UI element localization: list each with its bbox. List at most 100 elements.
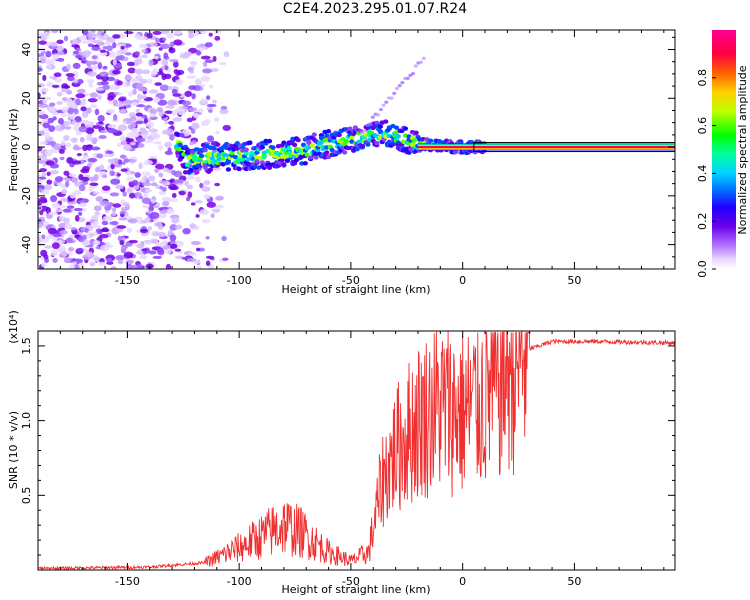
noise-speck [90, 146, 101, 151]
noise-speck [139, 228, 149, 233]
noise-speck [104, 41, 111, 46]
noise-speck [56, 182, 65, 187]
noise-speck [77, 236, 85, 243]
noise-speck [106, 244, 114, 248]
noise-speck [136, 93, 143, 101]
signal-blob [315, 148, 321, 153]
noise-speck [85, 251, 94, 258]
signal-blob [254, 159, 260, 164]
noise-speck [46, 171, 51, 177]
noise-speck [130, 115, 137, 122]
x-tick-label: -150 [115, 575, 140, 588]
noise-speck [59, 230, 69, 235]
noise-speck [39, 141, 48, 145]
noise-speck [106, 258, 113, 263]
noise-speck [152, 68, 159, 74]
noise-speck [60, 122, 65, 130]
noise-speck [123, 158, 130, 163]
noise-speck [203, 194, 211, 200]
noise-speck [81, 111, 89, 118]
noise-speck [104, 205, 112, 211]
noise-speck [47, 117, 54, 124]
noise-speck [87, 31, 96, 39]
noise-speck [158, 172, 164, 178]
noise-speck [212, 166, 222, 171]
noise-speck [159, 180, 167, 184]
noise-speck [136, 137, 146, 143]
noise-speck [186, 196, 191, 202]
signal-blob [190, 150, 196, 155]
signal-blob [179, 133, 185, 138]
noise-speck [82, 100, 87, 106]
noise-speck [82, 51, 87, 55]
x-tick-label: 50 [567, 274, 581, 287]
noise-speck [41, 172, 47, 177]
noise-speck [171, 88, 178, 95]
noise-speck [166, 32, 174, 39]
noise-speck [126, 176, 135, 182]
noise-speck [60, 113, 67, 117]
noise-speck [81, 176, 90, 182]
noise-speck [90, 104, 97, 109]
noise-speck [140, 49, 146, 54]
noise-speck [116, 225, 127, 229]
snr-y-axis-label: SNR (10 * v/v) [7, 411, 20, 489]
noise-speck [145, 121, 155, 128]
noise-speck [81, 57, 86, 62]
noise-speck [62, 208, 72, 213]
noise-speck [134, 216, 143, 220]
signal-blob [356, 139, 362, 145]
noise-speck [146, 78, 153, 84]
noise-speck [64, 180, 70, 188]
signal-blob [374, 140, 380, 146]
signal-blob [295, 137, 301, 143]
noise-speck [43, 31, 50, 39]
noise-speck [38, 223, 43, 228]
noise-speck [68, 99, 73, 106]
noise-speck [75, 47, 82, 52]
noise-speck [189, 223, 197, 229]
signal-blob [266, 165, 273, 170]
noise-speck [143, 192, 149, 198]
noise-speck [160, 43, 170, 50]
signal-blob [281, 162, 287, 167]
noise-speck [52, 53, 60, 61]
noise-speck [39, 58, 46, 64]
noise-speck [115, 255, 125, 261]
noise-speck [109, 192, 120, 197]
streak-blob [413, 64, 418, 68]
spectrogram-y-axis-label: Frequency (Hz) [7, 109, 20, 192]
noise-speck [76, 153, 82, 157]
noise-speck [70, 137, 78, 143]
noise-speck [126, 158, 137, 163]
noise-speck [171, 170, 177, 176]
noise-speck [156, 107, 163, 113]
noise-speck [50, 195, 58, 203]
noise-speck [147, 225, 153, 231]
signal-blob [247, 140, 253, 145]
noise-speck [86, 134, 92, 140]
noise-speck [109, 51, 116, 58]
noise-speck [127, 259, 135, 264]
signal-blob [291, 142, 298, 148]
noise-speck [40, 88, 49, 93]
noise-speck [49, 102, 56, 107]
signal-blob [345, 145, 351, 151]
signal-blob [184, 162, 190, 168]
noise-speck [119, 154, 126, 159]
noise-speck [44, 245, 53, 249]
noise-speck [140, 220, 149, 224]
noise-speck [198, 247, 206, 252]
noise-speck [169, 234, 177, 242]
y-tick-label: 20 [20, 91, 33, 105]
y-tick-label: 1.5 [20, 337, 33, 355]
noise-speck [131, 179, 139, 186]
noise-speck [169, 243, 178, 249]
snr-marks [38, 331, 675, 570]
signal-blob [413, 130, 419, 135]
noise-speck [122, 120, 127, 125]
noise-speck [189, 141, 194, 146]
noise-speck [199, 208, 210, 216]
noise-speck [45, 50, 52, 58]
noise-speck [109, 221, 119, 225]
